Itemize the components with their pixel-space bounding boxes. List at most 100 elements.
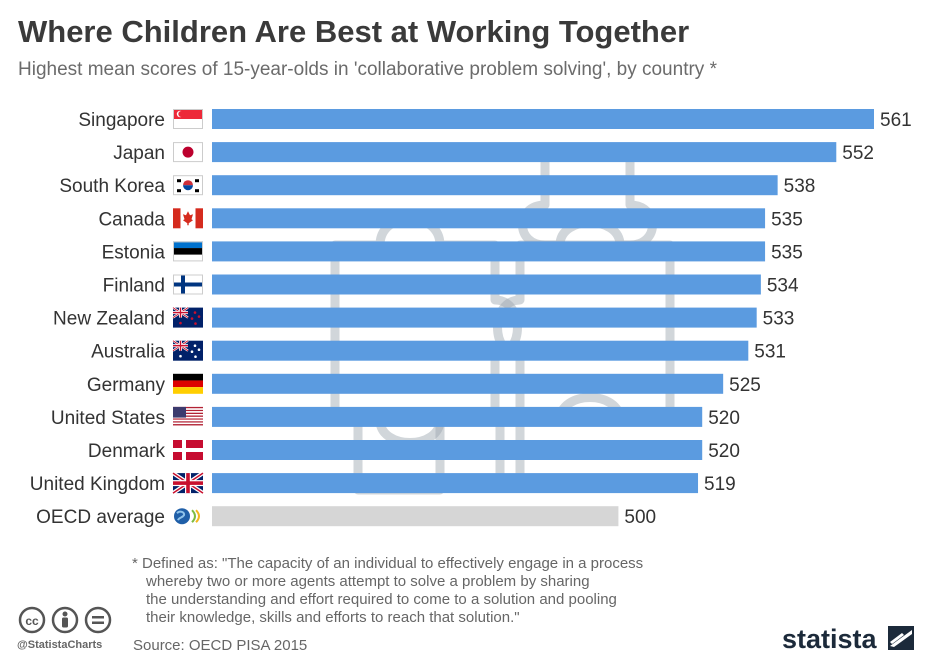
flag-finland-icon xyxy=(173,274,203,295)
footnote-line: the understanding and effort required to… xyxy=(146,591,617,608)
data-label: 561 xyxy=(880,110,912,131)
flag-part xyxy=(177,179,181,183)
flag-part xyxy=(173,416,203,419)
category-label: South Korea xyxy=(59,176,165,197)
flag-south-korea-icon xyxy=(173,175,203,196)
flag-part xyxy=(190,350,194,353)
flag-japan-icon xyxy=(173,142,203,163)
footnote-line: whereby two or more agents attempt to so… xyxy=(146,573,590,590)
attribution-icon xyxy=(51,606,79,634)
creative-commons-icons: cc xyxy=(18,606,112,634)
category-label: Australia xyxy=(91,342,165,363)
statista-logo: statista xyxy=(782,624,914,654)
flag-part xyxy=(173,408,203,410)
category-label: United Kingdom xyxy=(30,474,165,495)
flag-part xyxy=(194,322,197,325)
flag-border xyxy=(173,175,203,196)
bar xyxy=(212,307,757,328)
flag-part xyxy=(181,274,185,295)
bar xyxy=(212,506,619,527)
flag-part xyxy=(173,409,203,412)
bar xyxy=(212,274,761,295)
flag-border xyxy=(173,109,203,129)
data-label: 534 xyxy=(767,276,799,297)
chart-title: Where Children Are Best at Working Toget… xyxy=(18,14,690,49)
flag-part xyxy=(183,211,193,226)
footnote: * Defined as: "The capacity of an indivi… xyxy=(132,555,643,627)
flag-singapore-icon xyxy=(173,109,203,129)
flag-part xyxy=(173,373,203,381)
flag-part xyxy=(173,282,203,287)
flag-germany-icon xyxy=(173,373,203,394)
flag-part xyxy=(173,448,203,452)
flag-part xyxy=(183,180,193,186)
flag-border xyxy=(173,274,203,295)
flag-part xyxy=(173,380,203,388)
category-label: Estonia xyxy=(102,242,166,263)
flag-part xyxy=(193,311,197,314)
flag-part xyxy=(173,406,203,409)
category-label: Japan xyxy=(113,143,165,164)
flag-part xyxy=(173,208,181,229)
flag-part xyxy=(173,418,203,420)
flag-part xyxy=(195,208,203,229)
data-label: 531 xyxy=(754,342,786,363)
flag-part xyxy=(173,421,203,423)
flag-estonia-icon xyxy=(173,241,203,262)
flag-border xyxy=(173,241,203,262)
footnote-line: * Defined as: "The capacity of an indivi… xyxy=(132,555,644,572)
bar xyxy=(212,241,766,262)
oecd-logo-icon xyxy=(174,508,200,525)
flag-part xyxy=(173,422,203,425)
flag-part xyxy=(173,119,203,129)
bar xyxy=(212,406,703,427)
category-label: Singapore xyxy=(78,110,165,131)
data-label: 538 xyxy=(784,176,816,197)
data-label: 535 xyxy=(771,242,803,263)
flag-part xyxy=(173,311,188,314)
data-label: 552 xyxy=(842,143,874,164)
flag-new-zealand-icon xyxy=(172,306,203,328)
data-label: 520 xyxy=(708,441,740,462)
bar xyxy=(212,340,749,361)
flag-part xyxy=(173,411,203,413)
bar-chart: Singapore 561 Japan 552 South Korea 538 Canada… xyxy=(30,109,912,528)
flag-part xyxy=(193,344,197,347)
flag-part xyxy=(195,189,199,193)
cc-license-icon: cc xyxy=(18,606,46,634)
category-label: Finland xyxy=(103,276,165,297)
flag-part xyxy=(173,414,203,416)
source-note: Source: OECD PISA 2015 xyxy=(133,637,308,654)
flag-part xyxy=(173,406,186,418)
flag-part xyxy=(179,354,182,358)
bar xyxy=(212,109,874,129)
bar xyxy=(212,208,766,229)
statista-handle: @StatistaCharts xyxy=(17,639,103,651)
flag-part xyxy=(173,241,203,249)
flag-part xyxy=(178,111,185,117)
category-label: OECD average xyxy=(36,507,165,528)
category-label: United States xyxy=(51,408,165,429)
statista-wordmark: statista xyxy=(782,624,878,654)
data-label: 535 xyxy=(771,209,803,230)
flag-united-states-icon xyxy=(173,406,203,427)
data-label: 533 xyxy=(763,309,795,330)
flag-part xyxy=(173,248,203,255)
no-derivatives-icon xyxy=(84,606,112,634)
flag-canada-icon xyxy=(173,208,203,229)
flag-united-kingdom-icon xyxy=(171,471,205,495)
chart-subtitle: Highest mean scores of 15-year-olds in '… xyxy=(18,59,717,80)
category-label: Germany xyxy=(87,375,166,396)
flag-part xyxy=(195,509,200,523)
statista-mark-icon xyxy=(888,626,914,650)
flag-part xyxy=(197,315,201,318)
flag-part xyxy=(195,179,199,183)
bar xyxy=(212,473,699,494)
svg-text:cc: cc xyxy=(25,614,39,628)
category-label: Denmark xyxy=(88,441,166,462)
flag-australia-icon xyxy=(172,339,203,361)
flag-part xyxy=(194,355,197,358)
flag-part xyxy=(191,509,196,523)
bar xyxy=(212,440,703,460)
flag-part xyxy=(173,412,203,415)
